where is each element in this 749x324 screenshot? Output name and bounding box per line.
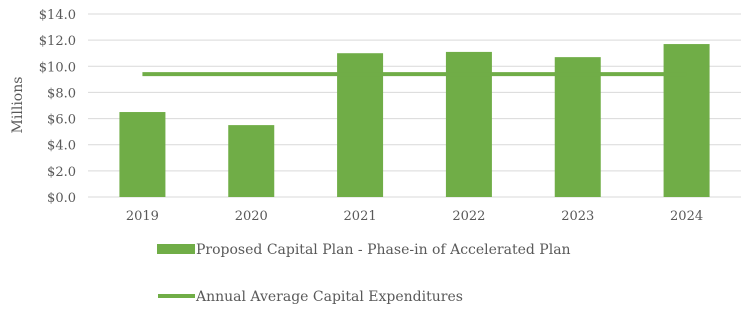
legend-bar-label: Proposed Capital Plan - Phase-in of Acce… [196, 242, 571, 258]
x-tick-label: 2024 [670, 209, 703, 224]
bar [119, 112, 166, 197]
x-axis-ticks: 2019 2020 2021 2022 2023 2024 [126, 209, 703, 224]
y-axis-ticks: $0.0 $2.0 $4.0 $6.0 $8.0 $10.0 $12.0 $14.0 [39, 8, 76, 206]
y-axis-title: Millions [10, 77, 26, 134]
bar [554, 57, 601, 198]
y-tick-label: $2.0 [47, 165, 76, 180]
y-tick-label: $4.0 [47, 139, 76, 154]
legend-line-label: Annual Average Capital Expenditures [195, 289, 463, 305]
gridlines [88, 13, 741, 198]
bar [228, 125, 275, 197]
x-tick-label: 2019 [126, 209, 159, 224]
y-tick-label: $14.0 [39, 8, 76, 23]
y-tick-label: $6.0 [47, 113, 76, 128]
y-tick-label: $8.0 [47, 86, 76, 101]
y-tick-label: $10.0 [39, 60, 76, 75]
x-tick-label: 2021 [344, 209, 377, 224]
x-tick-label: 2023 [561, 209, 594, 224]
y-tick-label: $0.0 [47, 191, 76, 206]
bar [663, 44, 710, 197]
x-tick-label: 2022 [452, 209, 485, 224]
legend-bar-swatch [157, 244, 195, 254]
x-tick-label: 2020 [235, 209, 268, 224]
y-tick-label: $12.0 [39, 34, 76, 49]
bar-series [119, 44, 710, 198]
bar [337, 53, 384, 197]
legend: Proposed Capital Plan - Phase-in of Acce… [157, 242, 571, 305]
